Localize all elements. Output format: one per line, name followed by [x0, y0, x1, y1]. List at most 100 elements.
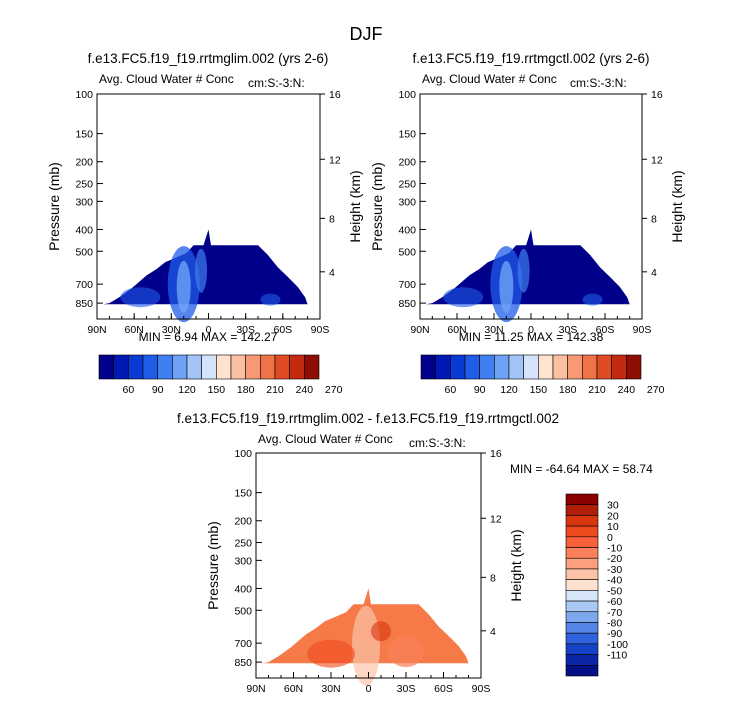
field-core: [260, 293, 281, 306]
x-tick-label: 90S: [472, 683, 491, 695]
x-tick-label: 30S: [236, 324, 255, 336]
y-right-tick-label: 16: [651, 89, 663, 101]
colorbar-label: 210: [588, 384, 606, 396]
x-tick-label: 30S: [397, 683, 416, 695]
colorbar-swatch: [567, 354, 583, 380]
colorbar-label: -40: [607, 575, 622, 587]
y-axis-label: Pressure (mb): [205, 521, 221, 610]
colorbar-label: 270: [325, 384, 343, 396]
colorbar-swatch: [245, 354, 261, 380]
colorbar-swatch: [494, 354, 510, 380]
field-core: [120, 287, 161, 308]
y-tick-label: 250: [398, 179, 416, 191]
colorbar-swatch: [565, 632, 599, 645]
panel-title: f.e13.FC5.f19_f19.rrtmgctl.002 (yrs 2-6): [412, 51, 649, 66]
colorbar-label: 10: [607, 521, 619, 533]
y-tick-label: 200: [398, 157, 416, 169]
y-tick-label: 400: [398, 224, 416, 236]
y-tick-label: 250: [75, 179, 93, 191]
colorbar-swatch: [230, 354, 246, 380]
x-tick-label: 0: [528, 324, 534, 336]
x-tick-label: 0: [206, 324, 212, 336]
y-tick-label: 500: [398, 246, 416, 258]
y-tick-label: 400: [234, 583, 252, 595]
y-tick-label: 500: [234, 605, 252, 617]
colorbar-swatch: [128, 354, 144, 380]
colorbar-swatch: [565, 547, 599, 559]
units-label: cm:S:-3:N:: [570, 76, 627, 90]
y-tick-label: 200: [234, 516, 252, 528]
y-tick-label: 850: [75, 298, 93, 310]
colorbar-swatch: [260, 354, 276, 380]
panel-bottom-diff: f.e13.FC5.f19_f19.rrtmglim.002 - f.e13.F…: [177, 411, 653, 695]
y-right-tick-label: 12: [329, 154, 341, 166]
x-tick-label: 60N: [125, 324, 144, 336]
colorbar-swatch: [565, 515, 599, 527]
colorbar-swatch: [157, 354, 173, 380]
units-label: cm:S:-3:N:: [248, 76, 305, 90]
colorbar-swatch: [450, 354, 466, 380]
colorbar-label: -70: [607, 607, 622, 619]
y-right-tick-label: 4: [329, 267, 335, 279]
y-axis-label: Pressure (mb): [369, 162, 385, 251]
y-axis-label: Pressure (mb): [46, 162, 62, 251]
y-right-tick-label: 16: [329, 89, 341, 101]
y-tick-label: 850: [398, 298, 416, 310]
colorbar-label: 150: [530, 384, 548, 396]
field-core: [517, 248, 530, 293]
field-core: [371, 621, 391, 642]
colorbar-label: 150: [208, 384, 226, 396]
colorbar-swatch: [98, 354, 114, 380]
colorbar-label: -80: [607, 617, 622, 629]
panel-title: f.e13.FC5.f19_f19.rrtmglim.002 (yrs 2-6): [88, 51, 329, 66]
y-tick-label: 200: [75, 157, 93, 169]
field-core: [499, 260, 514, 313]
colorbar-label: 240: [618, 384, 636, 396]
colorbar-label: 240: [296, 384, 314, 396]
y-tick-label: 150: [75, 129, 93, 141]
colorbar-swatch: [565, 557, 599, 570]
field-core: [176, 260, 191, 313]
colorbar-swatch: [113, 354, 129, 380]
x-tick-label: 0: [366, 683, 372, 695]
panel-subtitle: Avg. Cloud Water # Conc: [258, 432, 393, 446]
colorbar-swatch: [582, 354, 598, 380]
colorbar-swatch: [523, 354, 539, 380]
colorbar-label: 120: [178, 384, 196, 396]
x-tick-label: 60S: [596, 324, 615, 336]
colorbar-swatch: [142, 354, 158, 380]
panel-subtitle: Avg. Cloud Water # Conc: [99, 72, 234, 86]
colorbar-label: -10: [607, 543, 622, 555]
y-axis-label-right: Height (km): [508, 529, 524, 601]
colorbar-swatch: [565, 600, 599, 613]
y-tick-label: 300: [398, 196, 416, 208]
colorbar-label: 20: [607, 510, 619, 522]
field-core: [443, 287, 484, 308]
x-tick-label: 90N: [246, 683, 265, 695]
y-tick-label: 300: [234, 555, 252, 567]
x-tick-label: 60S: [273, 324, 292, 336]
colorbar-label: 90: [474, 384, 486, 396]
colorbar-swatch: [304, 354, 320, 380]
y-right-tick-label: 16: [490, 448, 502, 460]
colorbar-label: -30: [607, 564, 622, 576]
panel-top-left: f.e13.FC5.f19_f19.rrtmglim.002 (yrs 2-6)…: [46, 51, 363, 396]
y-right-tick-label: 12: [490, 513, 502, 525]
colorbar-label: 60: [444, 384, 456, 396]
colorbar-swatch: [186, 354, 202, 380]
colorbar-swatch: [565, 525, 599, 538]
colorbar-swatch: [565, 664, 599, 677]
x-tick-label: 90S: [311, 324, 330, 336]
y-tick-label: 150: [234, 488, 252, 500]
colorbar-label: 210: [266, 384, 284, 396]
x-tick-label: 30N: [162, 324, 181, 336]
min-max-label: MIN = 11.25 MAX = 142.38: [459, 330, 604, 344]
y-tick-label: 100: [75, 89, 93, 101]
colorbar-swatch: [626, 354, 642, 380]
colorbar-label: 0: [607, 532, 613, 544]
colorbar-swatch: [172, 354, 188, 380]
colorbar-swatch: [565, 611, 599, 623]
colorbar-swatch: [565, 536, 599, 548]
y-tick-label: 100: [398, 89, 416, 101]
